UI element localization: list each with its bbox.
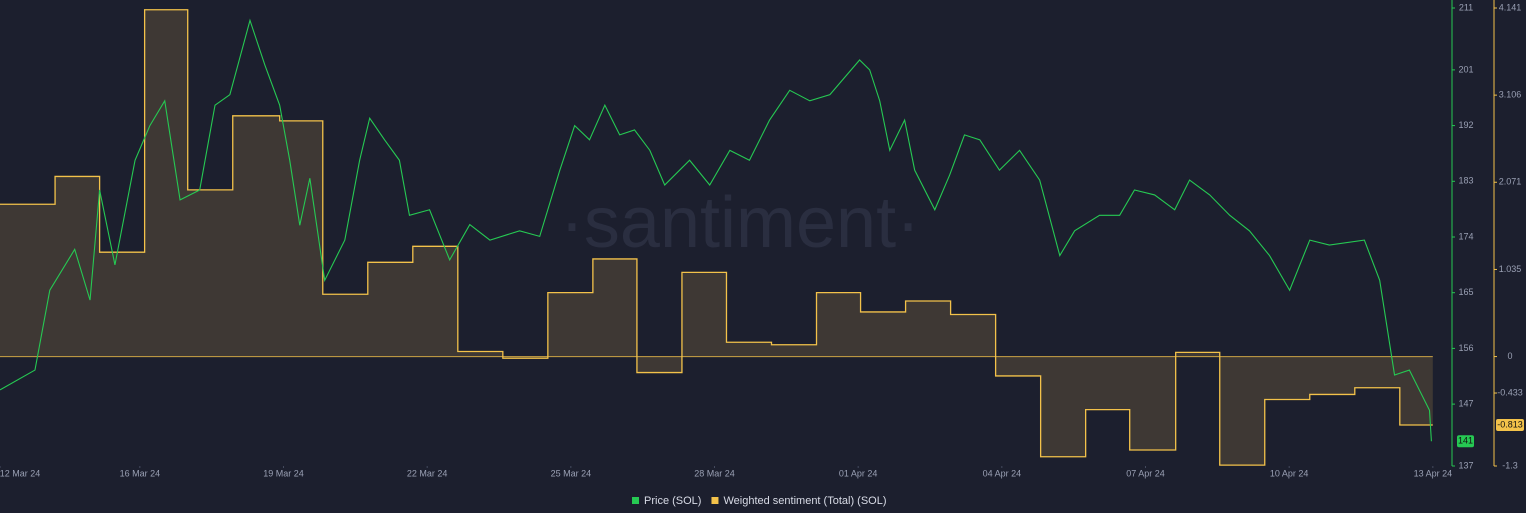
- y-tick-label: 192: [1458, 120, 1473, 130]
- legend-label: Price (SOL): [644, 495, 701, 507]
- price-line: [0, 18, 1432, 442]
- x-tick-label: 19 Mar 24: [263, 468, 304, 478]
- legend-swatch: [711, 497, 719, 504]
- y-tick-label: 137: [1458, 460, 1473, 470]
- x-tick-label: 22 Mar 24: [407, 468, 448, 478]
- y-tick-label: 147: [1458, 398, 1473, 408]
- legend: Price (SOL) Weighted sentiment (Total) (S…: [632, 495, 887, 507]
- last-value-badge: [1457, 435, 1474, 448]
- y2-tick-label: 3.106: [1499, 89, 1522, 99]
- y2-tick-label: -1.3: [1502, 460, 1518, 470]
- y-tick-label: 211: [1459, 2, 1473, 12]
- legend-swatch: [632, 497, 639, 504]
- y2-tick-label: 4.141: [1499, 2, 1522, 12]
- sentiment-area: [0, 9, 1433, 466]
- y-tick-label: 174: [1458, 231, 1473, 241]
- x-tick-label: 28 Mar 24: [694, 468, 735, 478]
- y-tick-label: 183: [1458, 176, 1473, 186]
- x-tick-label: 13 Apr 24: [1414, 468, 1453, 478]
- x-tick-label: 12 Mar 24: [0, 468, 40, 478]
- y-tick-label: 201: [1458, 64, 1473, 74]
- x-tick-label: 25 Mar 24: [551, 468, 592, 478]
- y2-tick-label: -0.433: [1497, 387, 1523, 397]
- last-value-badge: [1496, 419, 1524, 432]
- y2-tick-label: 2.071: [1499, 177, 1522, 187]
- sentiment-line: [0, 9, 1433, 466]
- y2-tick-label: 0: [1507, 351, 1512, 361]
- x-tick-label: 01 Apr 24: [839, 468, 878, 478]
- x-tick-label: 16 Mar 24: [120, 468, 161, 478]
- y-tick-label: 156: [1458, 343, 1473, 353]
- x-tick-label: 10 Apr 24: [1270, 468, 1309, 478]
- y2-tick-label: 1.035: [1499, 264, 1522, 274]
- last-value-label: -0.813: [1497, 419, 1523, 429]
- y-tick-label: 165: [1458, 287, 1473, 297]
- watermark: ·santiment·: [560, 183, 920, 263]
- last-value-label: 141: [1458, 436, 1473, 446]
- legend-label: Weighted sentiment (Total) (SOL): [723, 495, 886, 507]
- x-tick-label: 04 Apr 24: [983, 468, 1022, 478]
- x-tick-label: 07 Apr 24: [1126, 468, 1165, 478]
